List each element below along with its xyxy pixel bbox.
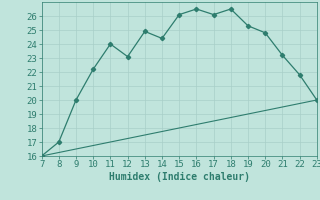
X-axis label: Humidex (Indice chaleur): Humidex (Indice chaleur) bbox=[109, 172, 250, 182]
